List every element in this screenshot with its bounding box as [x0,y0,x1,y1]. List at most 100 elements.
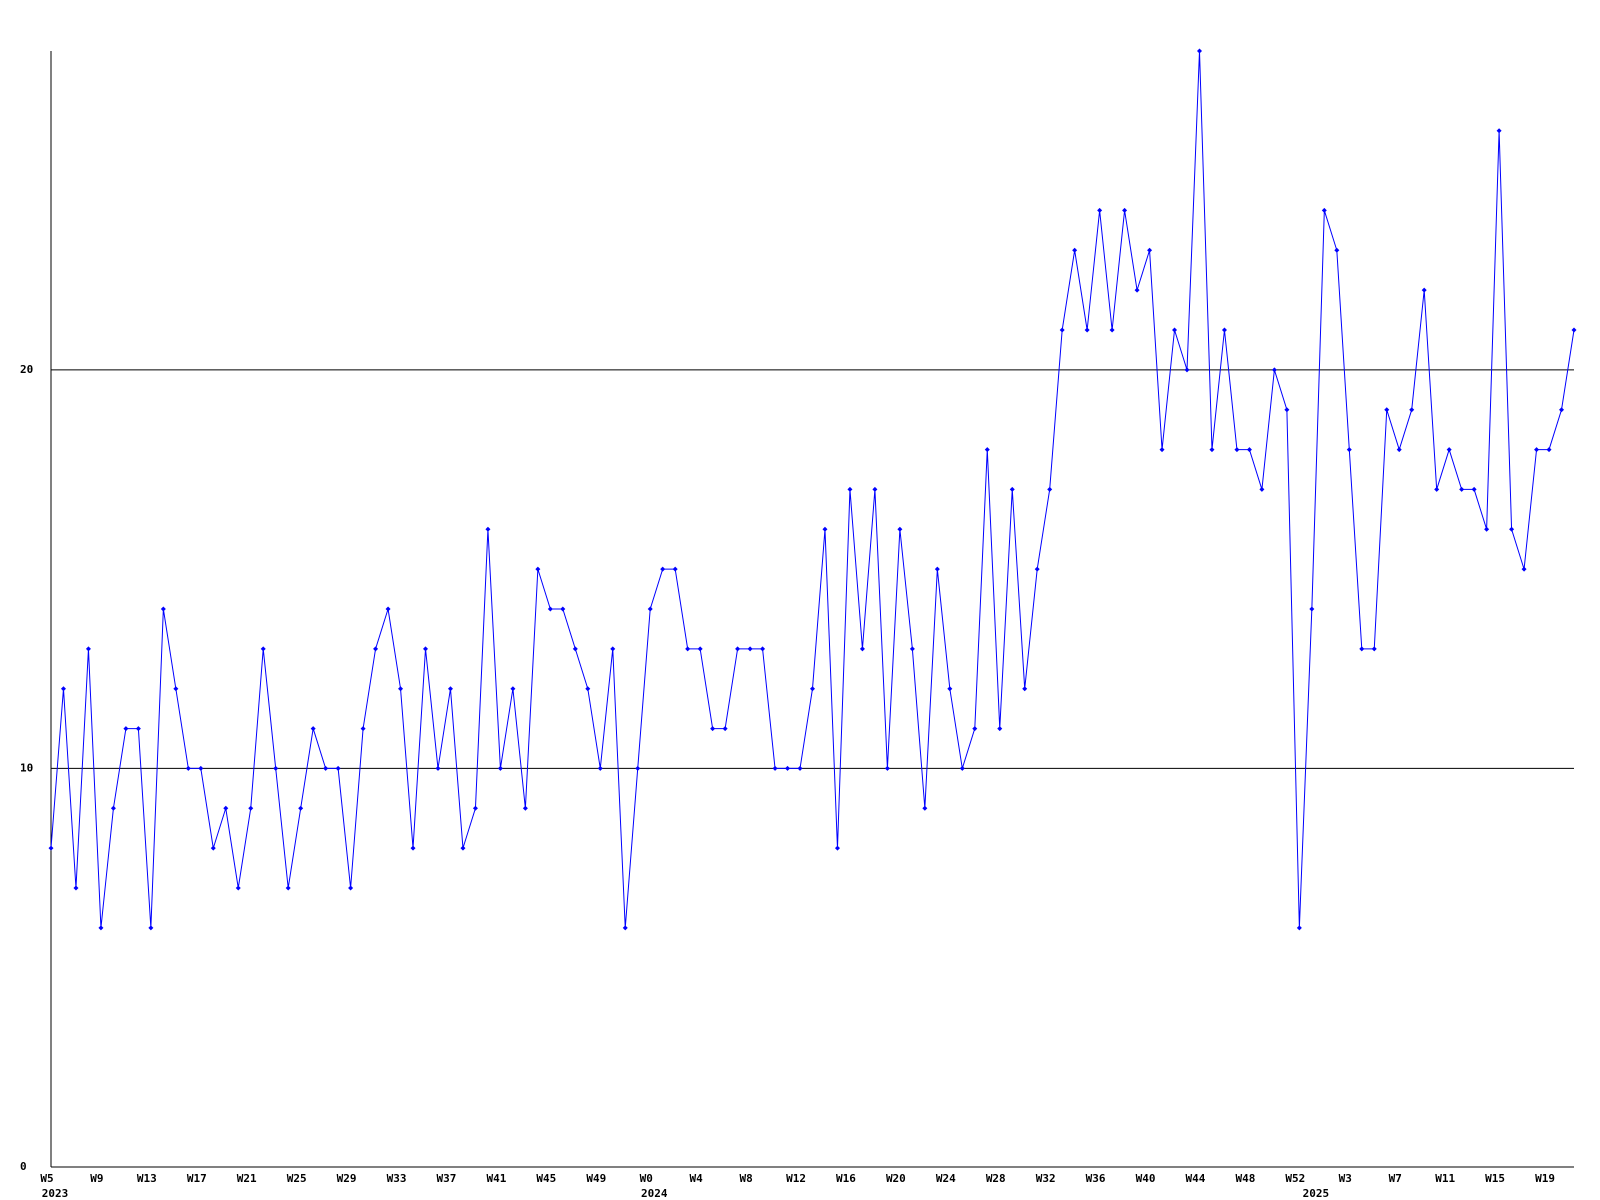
data-point [1309,606,1315,612]
data-point [1034,566,1040,572]
data-point [1496,128,1502,134]
y-tick-label: 20 [20,363,33,376]
data-point [1284,407,1290,413]
x-tick-label: W24 [936,1172,956,1185]
data-point [1109,327,1115,333]
x-tick-label: W8 [739,1172,752,1185]
y-tick-label: 0 [20,1160,27,1173]
data-point [697,646,703,652]
x-tick-label: W11 [1435,1172,1455,1185]
data-point [710,726,716,732]
x-tick-label: W17 [187,1172,207,1185]
x-tick-label: W20 [886,1172,906,1185]
data-point [273,765,279,771]
x-tick-label: W25 [287,1172,307,1185]
data-point [635,765,641,771]
x-tick-label: W32 [1036,1172,1056,1185]
data-point [959,765,965,771]
data-point [747,646,753,652]
x-tick-label: W5 [40,1172,53,1185]
data-point [560,606,566,612]
data-line [50,50,1575,928]
data-point [947,686,953,692]
data-point [1234,447,1240,453]
data-point [510,686,516,692]
data-point [235,885,241,891]
data-point [1271,367,1277,373]
data-point [1371,646,1377,652]
data-point [572,646,578,652]
data-point [1409,407,1415,413]
data-point [760,646,766,652]
data-point [622,925,628,931]
x-tick-label: W13 [137,1172,157,1185]
data-point [285,885,291,891]
data-point [685,646,691,652]
data-point [1459,486,1465,492]
data-point [1159,447,1165,453]
data-point [1384,407,1390,413]
data-point [48,845,54,851]
data-point [984,447,990,453]
y-tick-label: 10 [20,761,33,774]
data-point [1209,447,1215,453]
x-tick-label: W15 [1485,1172,1505,1185]
data-point [1321,207,1327,213]
data-point [435,765,441,771]
data-point [1446,447,1452,453]
data-point [1546,447,1552,453]
data-point [298,805,304,811]
x-tick-label: W49 [586,1172,606,1185]
data-point [1072,247,1078,253]
data-point [585,686,591,692]
x-tick-label: W41 [486,1172,506,1185]
data-point [660,566,666,572]
data-point [60,686,66,692]
data-point [160,606,166,612]
data-point [85,646,91,652]
data-point [73,885,79,891]
data-point [310,726,316,732]
data-point [1259,486,1265,492]
data-point [1134,287,1140,293]
data-point [859,646,865,652]
data-point [223,805,229,811]
data-point [423,646,429,652]
x-tick-label: W52 [1285,1172,1305,1185]
data-point [123,726,129,732]
x-group-label: 2025 [1303,1187,1330,1200]
data-point [348,885,354,891]
data-point [1334,247,1340,253]
data-point [610,646,616,652]
data-point [485,526,491,532]
data-point [1022,686,1028,692]
data-point [647,606,653,612]
x-tick-label: W37 [437,1172,457,1185]
data-point [410,845,416,851]
data-point [260,646,266,652]
x-tick-label: W29 [337,1172,357,1185]
data-point [785,765,791,771]
data-point [385,606,391,612]
data-point [1359,646,1365,652]
data-point [1147,247,1153,253]
data-point [173,686,179,692]
data-point [135,726,141,732]
data-point [248,805,254,811]
data-point [447,686,453,692]
data-point [997,726,1003,732]
data-point [1084,327,1090,333]
data-point [360,726,366,732]
data-point [872,486,878,492]
x-group-label: 2024 [641,1187,668,1200]
data-point [373,646,379,652]
x-tick-label: W7 [1389,1172,1402,1185]
data-point [1196,48,1202,54]
data-point [884,765,890,771]
data-point [1559,407,1565,413]
data-point [1434,486,1440,492]
data-point [1346,447,1352,453]
data-point [1246,447,1252,453]
x-group-label: 2023 [42,1187,69,1200]
